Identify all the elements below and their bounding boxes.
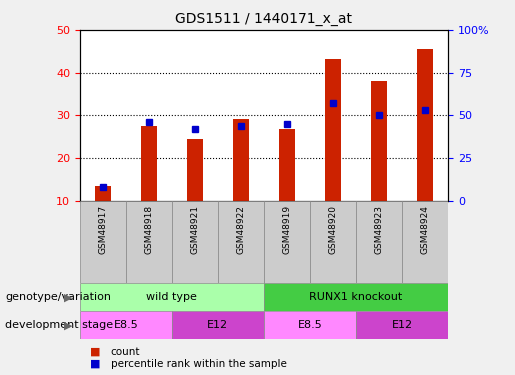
Text: GSM48923: GSM48923 <box>374 205 384 254</box>
Bar <box>417 49 433 201</box>
Text: GSM48921: GSM48921 <box>191 205 199 254</box>
Text: GSM48917: GSM48917 <box>98 205 107 254</box>
Bar <box>80 283 264 311</box>
Text: RUNX1 knockout: RUNX1 knockout <box>310 292 403 302</box>
Bar <box>172 201 218 283</box>
Text: E12: E12 <box>208 320 229 330</box>
Text: percentile rank within the sample: percentile rank within the sample <box>111 359 287 369</box>
Bar <box>356 201 402 283</box>
Bar <box>95 186 111 201</box>
Bar <box>264 201 310 283</box>
Bar <box>356 311 448 339</box>
Bar <box>233 119 249 201</box>
Text: GSM48918: GSM48918 <box>144 205 153 254</box>
Text: genotype/variation: genotype/variation <box>5 292 111 302</box>
Bar <box>325 59 341 201</box>
Text: wild type: wild type <box>146 292 197 302</box>
Text: GSM48919: GSM48919 <box>282 205 291 254</box>
Title: GDS1511 / 1440171_x_at: GDS1511 / 1440171_x_at <box>176 12 352 26</box>
Text: ■: ■ <box>90 359 100 369</box>
Bar <box>80 311 172 339</box>
Bar <box>279 129 295 201</box>
Text: E12: E12 <box>391 320 413 330</box>
Text: GSM48922: GSM48922 <box>236 205 246 254</box>
Bar <box>264 283 448 311</box>
Bar <box>402 201 448 283</box>
Text: E8.5: E8.5 <box>113 320 138 330</box>
Bar <box>310 201 356 283</box>
Text: ▶: ▶ <box>63 292 72 302</box>
Bar <box>371 81 387 201</box>
Bar <box>141 126 157 201</box>
Text: GSM48924: GSM48924 <box>421 205 430 254</box>
Bar <box>218 201 264 283</box>
Bar <box>172 311 264 339</box>
Bar <box>187 139 203 201</box>
Text: development stage: development stage <box>5 320 113 330</box>
Bar <box>264 311 356 339</box>
Text: E8.5: E8.5 <box>298 320 322 330</box>
Text: ■: ■ <box>90 347 100 357</box>
Bar <box>80 201 126 283</box>
Text: GSM48920: GSM48920 <box>329 205 337 254</box>
Text: count: count <box>111 347 140 357</box>
Text: ▶: ▶ <box>63 320 72 330</box>
Bar <box>126 201 172 283</box>
